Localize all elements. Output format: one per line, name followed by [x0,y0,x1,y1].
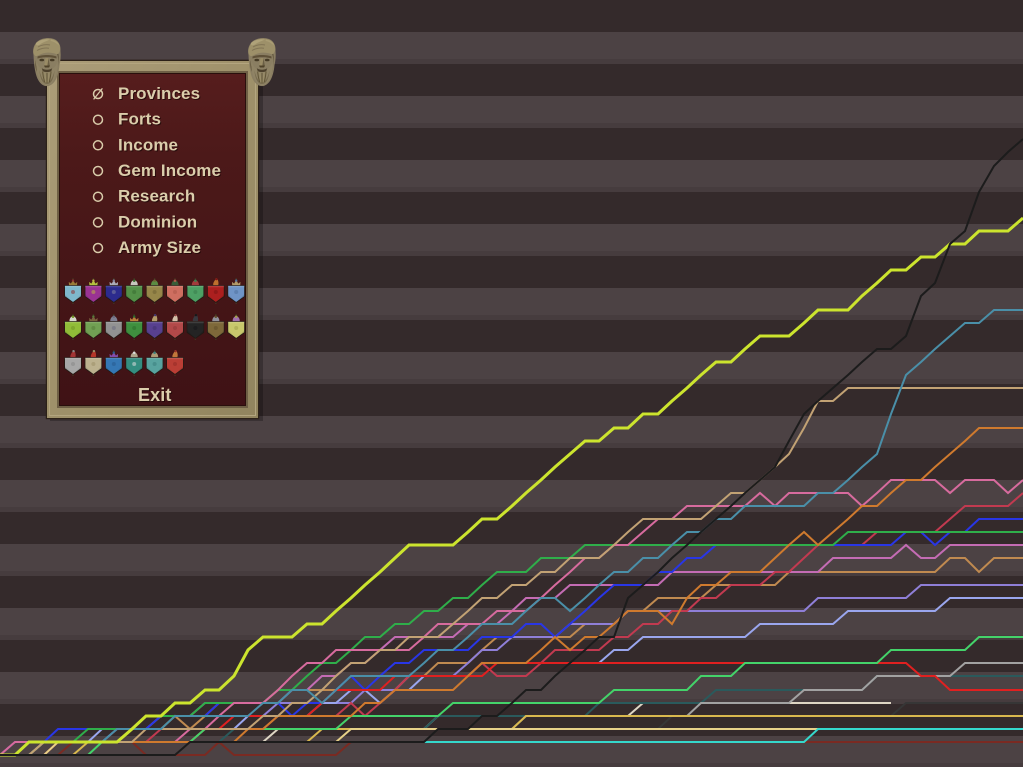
svg-text:Income: Income [118,135,178,154]
svg-text:Army Size: Army Size [119,239,202,258]
svg-text:Gem Income: Gem Income [118,161,221,180]
svg-text:Research: Research [119,188,196,207]
svg-text:Income: Income [119,136,179,155]
svg-text:Research: Research [118,187,195,206]
svg-text:Exit: Exit [138,385,171,405]
svg-text:Forts: Forts [118,110,161,129]
svg-text:Gem Income: Gem Income [119,162,222,181]
svg-text:Dominion: Dominion [119,213,198,232]
svg-text:Exit: Exit [139,386,172,406]
svg-text:Dominion: Dominion [118,212,197,231]
svg-text:Forts: Forts [119,111,162,130]
svg-text:Provinces: Provinces [118,84,200,103]
svg-text:Army Size: Army Size [118,238,201,257]
svg-text:Provinces: Provinces [119,85,201,104]
